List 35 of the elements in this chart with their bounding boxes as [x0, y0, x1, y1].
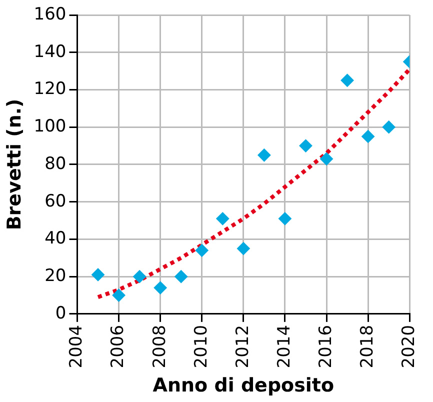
point — [236, 242, 250, 256]
point — [112, 288, 126, 302]
point — [258, 148, 271, 162]
x-tick-label: 2012 — [232, 324, 253, 368]
y-tick-label: 0 — [55, 303, 66, 324]
point — [133, 270, 146, 284]
point — [216, 212, 230, 226]
y-axis-title: Brevetti (n.) — [3, 98, 26, 230]
x-tick-label: 2016 — [316, 324, 336, 368]
point — [278, 212, 292, 226]
point — [154, 281, 167, 294]
y-tick-label: 160 — [34, 4, 66, 24]
x-tick-label: 2020 — [399, 324, 420, 368]
y-tick-label: 80 — [44, 154, 66, 174]
x-tick-label: 2004 — [66, 324, 87, 368]
point — [382, 120, 396, 134]
x-tick-label: 2008 — [150, 324, 170, 368]
y-tick-label: 60 — [44, 191, 66, 212]
x-tick-label: 2006 — [108, 324, 128, 368]
point — [362, 130, 375, 143]
x-axis-title: Anno di deposito — [152, 374, 334, 397]
point — [299, 139, 312, 152]
x-tick-label: 2010 — [191, 324, 212, 368]
point — [320, 152, 334, 166]
y-tick-label: 20 — [44, 266, 66, 286]
x-tick-label: 2014 — [274, 324, 294, 368]
point — [340, 74, 354, 87]
x-tick-label: 2018 — [357, 324, 378, 368]
y-tick-label: 40 — [44, 228, 66, 249]
y-tick-label: 140 — [34, 42, 66, 62]
y-tick-label: 100 — [34, 116, 66, 137]
point — [174, 270, 188, 284]
y-tick-label: 120 — [34, 79, 66, 100]
point — [195, 244, 208, 257]
point — [92, 268, 105, 282]
